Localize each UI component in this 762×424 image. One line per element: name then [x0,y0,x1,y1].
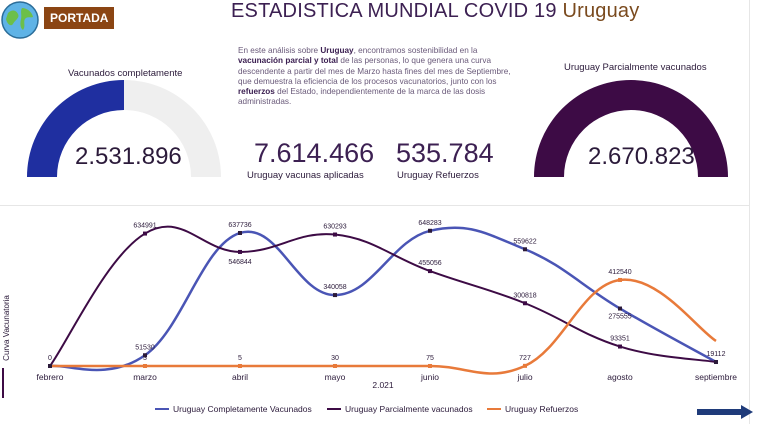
data-label: 546844 [228,259,251,266]
legend-item[interactable]: Uruguay Completamente Vacunados [173,404,312,414]
vaccination-line-chart: 0 51530 637736 340058 648283 559622 275555 1911… [2,220,737,414]
gauge-right-label: Uruguay Parcialmente vacunados [564,62,707,73]
data-point[interactable] [428,269,432,274]
data-label: 634991 [133,223,156,230]
data-label: 300818 [513,292,536,299]
data-point[interactable] [143,363,147,368]
data-point[interactable] [428,363,432,368]
data-point[interactable] [143,353,147,358]
data-point[interactable] [523,301,527,306]
data-point[interactable] [238,249,242,254]
gauge-left-value: 2.531.896 [75,143,182,170]
data-label: 412540 [608,269,631,276]
x-tick-label: mayo [325,372,346,382]
gauge-right [534,79,728,177]
data-label: 637736 [228,222,251,229]
description-text: En este análisis sobre Uruguay, encontra… [238,46,514,108]
data-label: 648283 [418,220,441,227]
desc-part: En este análisis sobre [238,46,321,55]
legend-item[interactable]: Uruguay Parcialmente vacunados [345,404,473,414]
data-point[interactable] [333,232,337,237]
x-axis-label: 2.021 [372,380,394,390]
data-label: 0 [48,355,52,362]
series-line-0 [49,226,717,372]
data-point[interactable] [238,363,242,368]
x-tick-label: septiembre [695,372,737,382]
data-label: 75 [426,355,434,362]
data-point[interactable] [714,360,718,365]
kpi-applied-label: Uruguay vacunas aplicadas [247,170,364,181]
data-label: 51530 [135,344,155,351]
series-line-2 [49,278,717,375]
desc-bold: refuerzos [238,87,275,97]
data-point[interactable] [618,344,622,349]
x-tick-label: julio [516,372,532,382]
globe-icon [1,1,39,39]
data-label: 93351 [610,336,630,343]
data-label: 630293 [323,224,346,231]
data-point[interactable] [428,228,432,233]
data-label: 455056 [418,260,441,267]
data-point[interactable] [48,364,52,368]
data-label: 340058 [323,284,346,291]
x-tick-label: junio [420,372,439,382]
section-divider [0,205,750,206]
x-tick-label: febrero [37,372,64,382]
data-point[interactable] [238,230,242,235]
kpi-applied-value: 7.614.466 [254,138,375,168]
data-point[interactable] [523,247,527,252]
x-tick-label: marzo [133,372,157,382]
title-country: Uruguay [562,0,640,22]
desc-bold: Uruguay [320,46,354,55]
x-tick-label: agosto [607,372,633,382]
desc-bold: vacunación parcial y total [238,56,339,66]
legend-swatch [327,408,341,410]
data-point[interactable] [523,363,527,368]
gauge-left-label: Vacunados completamente [68,68,183,79]
gauge-left [27,79,221,177]
data-point[interactable] [143,231,147,236]
data-label: 3 [143,355,147,362]
legend-swatch [155,408,169,410]
data-label: 727 [519,355,531,362]
gauge-right-value: 2.670.823 [588,143,695,170]
title-main: ESTADISTICA MUNDIAL COVID 19 [231,0,557,22]
next-page-arrow-icon[interactable] [697,404,753,420]
legend-swatch [487,408,501,410]
x-tick-label: abril [232,372,248,382]
data-label: 30 [331,355,339,362]
data-label: 559622 [513,238,536,245]
legend-item[interactable]: Uruguay Refuerzos [505,404,578,414]
kpi-boosters-value: 535.784 [396,138,494,168]
desc-part: de las personas, lo que genera una curva… [238,56,511,86]
data-label: 275555 [608,314,631,321]
portada-button[interactable]: PORTADA [44,7,114,29]
data-label: 5 [238,355,242,362]
desc-part: , encontramos sostenibilidad en la [353,46,478,55]
page-title: ESTADISTICA MUNDIAL COVID 19 Uruguay [231,0,639,23]
data-point[interactable] [333,293,337,298]
side-divider [749,0,750,424]
kpi-boosters-label: Uruguay Refuerzos [397,170,479,181]
y-scroll-indicator [2,368,4,398]
desc-part: del Estado, independientemente de la mar… [238,87,486,107]
y-axis-label: Curva Vacunatoria [2,295,11,361]
data-point[interactable] [618,277,622,282]
data-point[interactable] [618,306,622,311]
data-label: 19112 [707,351,726,358]
data-point[interactable] [333,363,337,368]
